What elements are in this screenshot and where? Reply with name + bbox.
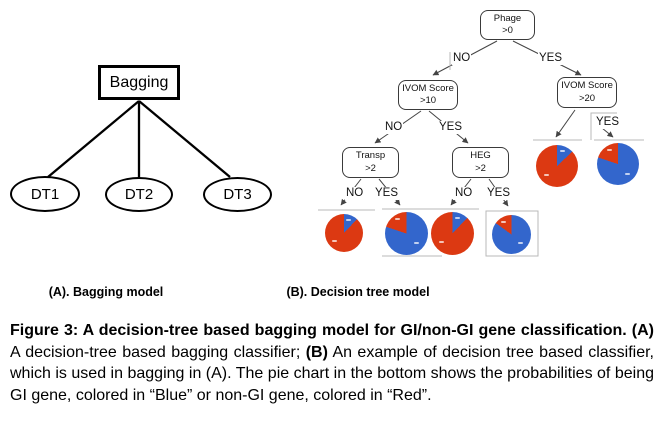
- node-ivom10-line2: >10: [419, 95, 437, 106]
- node-heg: HEG >2: [452, 147, 509, 178]
- node-transp-line1: Transp: [355, 150, 386, 162]
- node-dt3: DT3: [203, 177, 272, 212]
- node-ivom20-line2: >20: [578, 92, 596, 104]
- caption-segment: (B): [305, 343, 328, 361]
- node-transp-line2: >2: [365, 162, 376, 174]
- edge-label-heg-yes: YES: [486, 187, 512, 200]
- pie-heg-no: [431, 212, 474, 255]
- node-dt2-label: DT2: [124, 186, 154, 203]
- panel-a-links: [47, 100, 231, 178]
- node-phage-line1: Phage: [493, 12, 522, 24]
- node-heg-line2: >2: [475, 162, 486, 174]
- pie-ivom20-yes: [597, 143, 639, 185]
- node-phage: Phage >0: [480, 10, 535, 40]
- edge-label-ivom10-no: NO: [384, 121, 404, 134]
- figure-caption: Figure 3: A decision-tree based bagging …: [10, 320, 654, 406]
- pie-transp-yes: [385, 212, 428, 255]
- edge-label-transp-no: NO: [345, 187, 365, 200]
- edge-label-phage-yes: YES: [538, 52, 564, 65]
- pie-heg-yes: [492, 215, 531, 254]
- node-ivom-score-20: IVOM Score >20: [557, 77, 617, 108]
- bagging-dt1-link: [47, 100, 140, 178]
- pie-transp-no: [325, 214, 363, 252]
- edge-label-transp-yes: YES: [374, 187, 400, 200]
- node-ivom10-line1: IVOM Score: [402, 82, 454, 94]
- tree-edges: [340, 40, 614, 207]
- edge-ivom20-yes: [601, 127, 614, 138]
- node-bagging: Bagging: [98, 65, 180, 100]
- caption-segment: (A): [631, 322, 654, 339]
- panel-b-caption: (B). Decision tree model: [286, 285, 430, 299]
- node-ivom20-line1: IVOM Score: [561, 80, 613, 92]
- bagging-dt3-link: [138, 100, 231, 178]
- caption-segment: An example of decision tree based classi…: [10, 343, 654, 404]
- edge-ivom20-no: [555, 109, 576, 138]
- node-heg-line1: HEG: [470, 150, 491, 162]
- edge-label-heg-no: NO: [454, 187, 474, 200]
- node-bagging-label: Bagging: [109, 73, 169, 91]
- caption-segment: Figure 3: A decision-tree based bagging …: [10, 322, 632, 339]
- caption-segment: A decision-tree based bagging classifier…: [10, 343, 306, 361]
- node-dt3-label: DT3: [223, 186, 252, 203]
- node-ivom-score-10: IVOM Score >10: [398, 80, 458, 110]
- node-dt2: DT2: [105, 177, 173, 212]
- edge-label-phage-no: NO: [452, 52, 472, 65]
- node-dt1-label: DT1: [30, 185, 60, 203]
- pie-ivom20-no: [536, 145, 578, 187]
- edge-label-ivom20-yes: YES: [595, 116, 621, 129]
- edge-label-ivom10-yes: YES: [438, 121, 464, 134]
- node-dt1: DT1: [10, 176, 80, 212]
- node-transp: Transp >2: [342, 147, 399, 178]
- node-phage-line2: >0: [502, 25, 513, 36]
- panel-a-caption: (A). Bagging model: [48, 285, 164, 299]
